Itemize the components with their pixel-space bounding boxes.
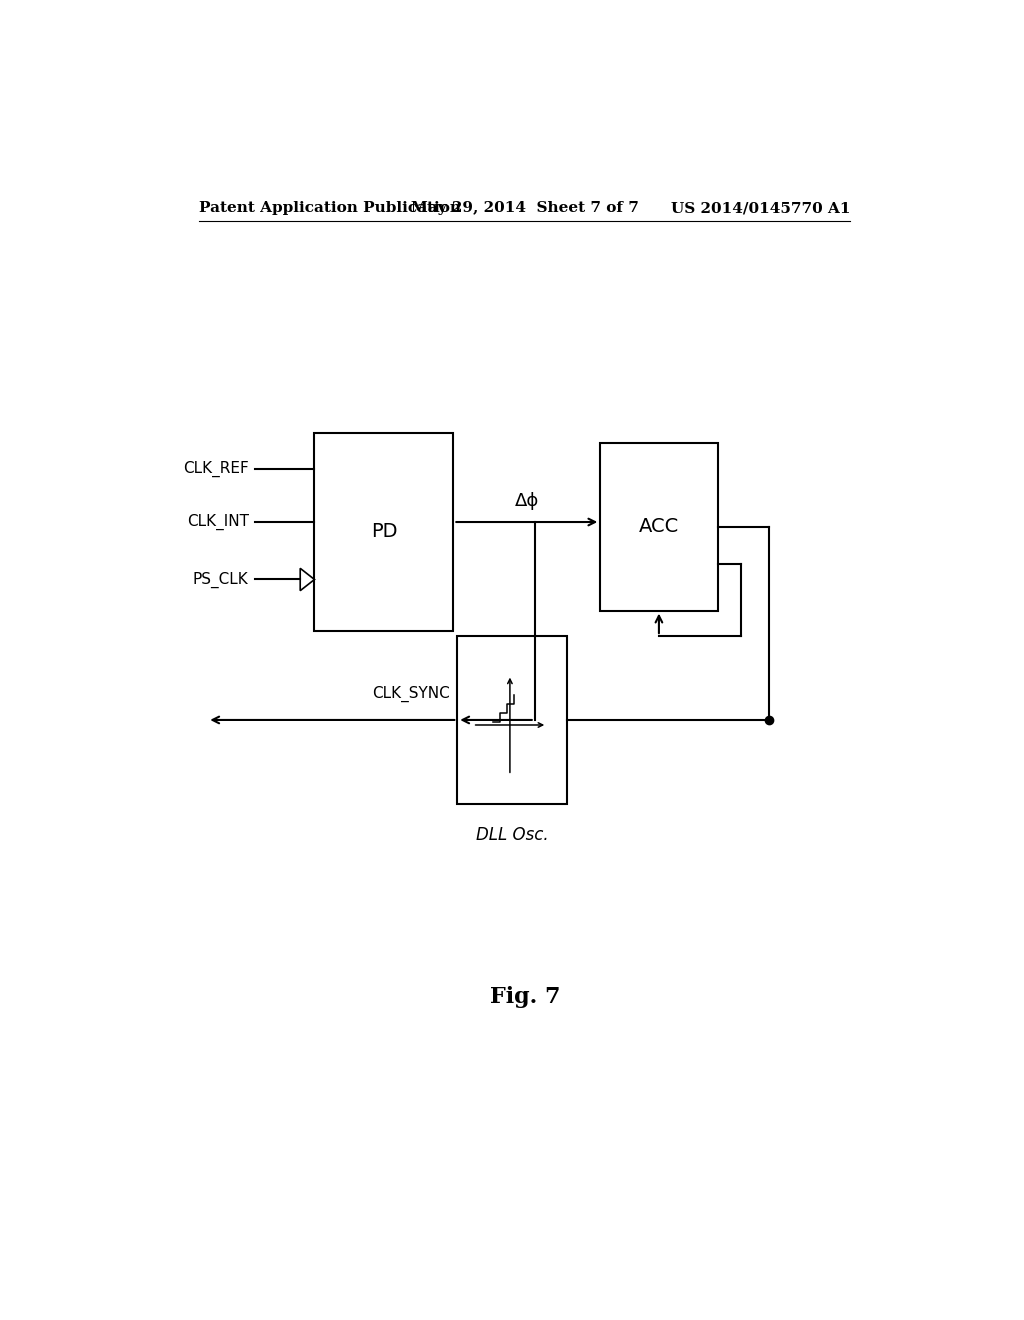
Text: ACC: ACC xyxy=(639,517,679,536)
Text: CLK_INT: CLK_INT xyxy=(186,513,249,531)
Bar xyxy=(458,636,567,804)
Text: CLK_REF: CLK_REF xyxy=(183,461,249,477)
Text: Fig. 7: Fig. 7 xyxy=(489,986,560,1008)
Text: DLL Osc.: DLL Osc. xyxy=(476,826,549,845)
Bar xyxy=(314,433,454,631)
Text: US 2014/0145770 A1: US 2014/0145770 A1 xyxy=(671,201,850,215)
Text: May 29, 2014  Sheet 7 of 7: May 29, 2014 Sheet 7 of 7 xyxy=(411,201,639,215)
Text: PS_CLK: PS_CLK xyxy=(193,572,249,587)
Text: CLK_SYNC: CLK_SYNC xyxy=(372,685,450,702)
Text: Δϕ: Δϕ xyxy=(515,492,539,510)
Text: PD: PD xyxy=(371,523,397,541)
Text: Patent Application Publication: Patent Application Publication xyxy=(200,201,462,215)
Bar xyxy=(600,444,718,611)
